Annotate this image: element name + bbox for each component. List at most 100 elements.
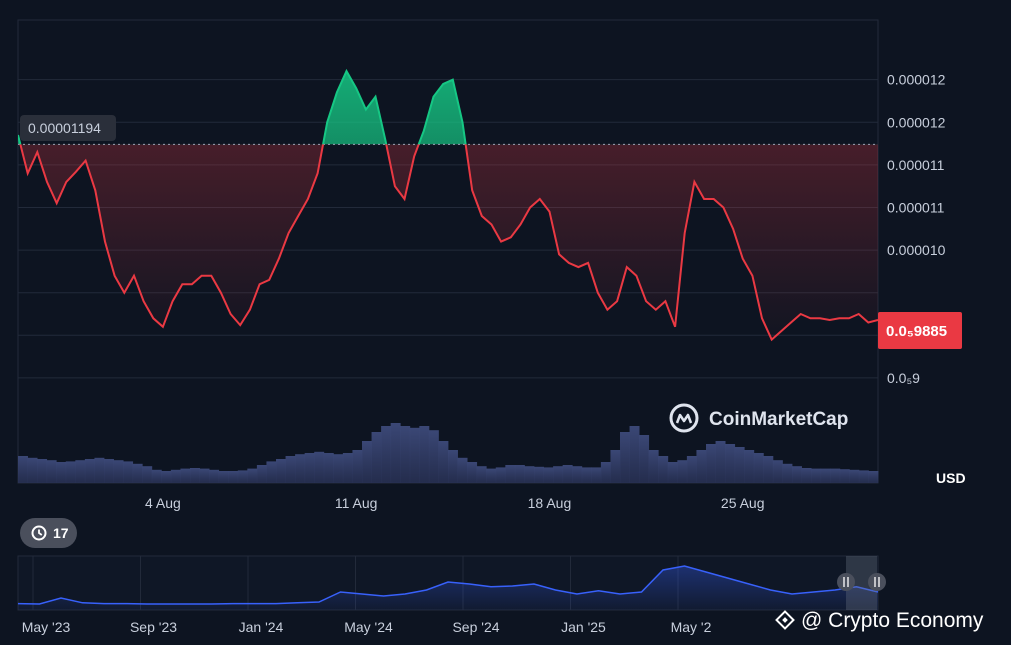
- source-credit-text: @ Crypto Economy: [801, 609, 984, 632]
- volume-bar: [868, 471, 879, 483]
- volume-bar: [75, 460, 86, 483]
- volume-bar: [428, 430, 439, 483]
- x-tick-label: 18 Aug: [528, 495, 572, 511]
- volume-bar: [706, 444, 716, 483]
- volume-bar: [763, 456, 774, 483]
- history-count: 17: [53, 525, 69, 541]
- volume-bar: [419, 426, 430, 483]
- volume-bar: [199, 468, 210, 483]
- navigator-label: Sep '24: [452, 619, 499, 635]
- coinmarketcap-logo-icon: [669, 403, 699, 433]
- volume-bar: [495, 467, 506, 483]
- volume-bar: [667, 462, 678, 483]
- volume-bar: [218, 471, 229, 483]
- volume-bar: [610, 450, 621, 483]
- volume-bar: [323, 453, 334, 483]
- volume-bar: [142, 466, 153, 483]
- current-price-label: 0.0₅9885: [886, 323, 947, 340]
- navigator-label: Sep '23: [130, 619, 177, 635]
- volume-bar: [18, 456, 28, 483]
- volume-bar: [84, 459, 95, 483]
- volume-bar: [304, 453, 315, 483]
- navigator-label: May '24: [344, 619, 393, 635]
- current-price-tag: 0.0₅9885: [878, 312, 962, 349]
- price-area-below: [20, 144, 878, 340]
- volume-bar: [534, 466, 544, 483]
- volume-bar: [123, 461, 134, 483]
- volume-bar: [725, 444, 736, 483]
- history-badge[interactable]: 17: [20, 518, 77, 548]
- volume-bar: [839, 469, 850, 483]
- y-tick-label: 0.000011: [887, 199, 945, 215]
- navigator-area: [18, 566, 878, 610]
- volume-bar: [151, 469, 162, 483]
- source-credit: @ Crypto Economy: [775, 609, 984, 632]
- volume-bar: [266, 461, 277, 483]
- coinmarketcap-watermark: CoinMarketCap: [669, 403, 848, 433]
- reference-price-tag: 0.00001194: [20, 115, 116, 141]
- volume-bar: [170, 469, 181, 483]
- volume-bar: [94, 457, 105, 483]
- volume-bar: [190, 468, 200, 483]
- volume-bar: [362, 441, 372, 483]
- y-tick-label: 0.000011: [887, 157, 945, 173]
- volume-bar: [237, 470, 248, 483]
- navigator-label: May '2: [671, 619, 712, 635]
- volume-bar: [438, 441, 449, 483]
- volume-bars: [18, 423, 879, 483]
- volume-bar: [467, 462, 478, 483]
- time-navigator[interactable]: May '23 Sep '23 Jan '24 May '24 Sep '24 Jan '…: [17, 555, 886, 635]
- price-line-down: [19, 144, 878, 342]
- volume-bar: [247, 468, 258, 483]
- y-tick-label: 0.000012: [887, 72, 946, 88]
- volume-bar: [256, 465, 267, 483]
- x-axis: 4 Aug 11 Aug 18 Aug 25 Aug: [145, 495, 764, 511]
- volume-bar: [572, 466, 583, 483]
- volume-bar: [314, 451, 325, 483]
- x-tick-label: 11 Aug: [335, 495, 378, 511]
- volume-bar: [620, 432, 630, 483]
- volume-bar: [342, 453, 353, 483]
- navigator-handle[interactable]: [837, 573, 855, 591]
- history-icon: [31, 525, 47, 541]
- volume-bar: [161, 471, 172, 483]
- volume-bar: [811, 468, 822, 483]
- volume-bar: [581, 467, 592, 483]
- volume-bar: [658, 456, 669, 483]
- navigator-label: May '23: [22, 619, 71, 635]
- navigator-line: [17, 565, 879, 605]
- volume-bar: [285, 456, 296, 483]
- volume-bar: [543, 467, 554, 483]
- volume-bar: [371, 432, 382, 483]
- navigator-label: Jan '25: [561, 619, 606, 635]
- volume-bar: [180, 468, 191, 483]
- volume-bar: [820, 468, 831, 483]
- volume-bar: [476, 466, 487, 483]
- price-area-above: [18, 71, 878, 145]
- volume-bar: [753, 453, 764, 483]
- price-line-up: [18, 68, 467, 145]
- volume-bar: [639, 435, 650, 483]
- volume-bar: [333, 454, 344, 483]
- volume-bar: [744, 450, 755, 483]
- volume-bar: [524, 466, 535, 483]
- volume-bar: [686, 456, 697, 483]
- volume-bar: [505, 465, 516, 483]
- volume-bar: [600, 462, 611, 483]
- x-tick-label: 25 Aug: [721, 495, 765, 511]
- volume-bar: [514, 465, 525, 483]
- volume-bar: [782, 463, 793, 483]
- volume-bar: [390, 423, 401, 483]
- volume-bar: [381, 426, 392, 483]
- volume-bar: [486, 468, 497, 483]
- y-tick-label: 0.0₅9: [887, 370, 920, 386]
- volume-bar: [553, 466, 564, 483]
- volume-bar: [457, 457, 468, 483]
- y-tick-label: 0.000010: [887, 242, 946, 258]
- volume-bar: [562, 465, 573, 483]
- volume-bar: [792, 466, 802, 483]
- volume-bar: [209, 469, 220, 483]
- volume-bar: [591, 467, 602, 483]
- navigator-handle[interactable]: [868, 573, 886, 591]
